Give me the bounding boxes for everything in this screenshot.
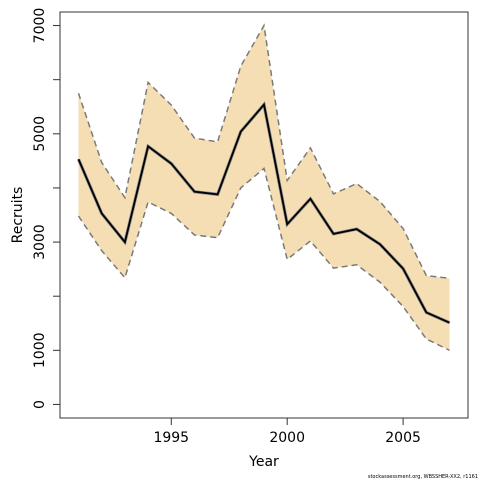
y-tick-label: 7000 [32, 8, 48, 44]
x-axis-title: Year [248, 454, 279, 470]
y-tick-label: 1000 [32, 332, 48, 368]
source-footnote: stockassessment.org, WBSSHER-XX2, r1161 [368, 474, 478, 480]
plot-frame [59, 11, 469, 419]
y-tick-label: 0 [32, 400, 48, 409]
confidence-band-layer [78, 25, 450, 351]
x-tick-label: 2000 [269, 430, 305, 446]
y-axis: 0 1000 3000 5000 7000 [32, 8, 60, 409]
estimate-line [77, 102, 450, 324]
y-tick-label: 5000 [32, 116, 48, 152]
x-tick-label: 2005 [385, 430, 421, 446]
y-tick-label: 3000 [32, 224, 48, 260]
x-axis: 1995 2000 2005 [153, 418, 421, 446]
lower-bound-line [77, 167, 450, 351]
x-tick-label: 1995 [153, 430, 189, 446]
upper-bound-line [77, 23, 450, 280]
y-axis-title: Recruits [10, 187, 26, 244]
confidence-band [78, 25, 450, 351]
series-line-layer [77, 23, 451, 351]
